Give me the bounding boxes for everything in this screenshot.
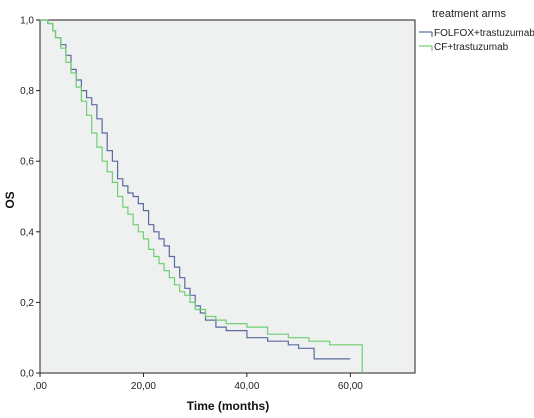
km-curve-cf	[40, 19, 363, 373]
y-tick-label: 1,0	[20, 16, 34, 27]
y-axis-title: OS	[3, 191, 17, 208]
x-axis: ,00 20,00 40,00 60,00	[33, 373, 363, 392]
legend-title: treatment arms	[432, 8, 506, 20]
y-tick-label: 0,2	[20, 298, 34, 309]
y-tick-label: 0,8	[20, 86, 34, 97]
y-tick-label: 0,4	[20, 227, 34, 238]
x-tick-label: 60,00	[338, 381, 363, 392]
legend: treatment arms FOLFOX+trastuzumab CF+tra…	[418, 0, 534, 58]
x-tick-label: 40,00	[234, 381, 259, 392]
y-axis: 0,0 0,2 0,4 0,6 0,8 1,0	[20, 16, 40, 380]
series-layer	[40, 19, 363, 373]
x-axis-title: Time (months)	[187, 399, 269, 413]
x-tick-label: ,00	[33, 381, 47, 392]
y-tick-label: 0,6	[20, 157, 34, 168]
legend-background	[418, 0, 534, 58]
plot-area-background	[39, 19, 416, 374]
y-tick-label: 0,0	[20, 369, 34, 380]
legend-label-folfox: FOLFOX+trastuzumab	[434, 28, 534, 39]
legend-label-cf: CF+trastuzumab	[434, 42, 509, 53]
x-tick-label: 20,00	[131, 381, 156, 392]
